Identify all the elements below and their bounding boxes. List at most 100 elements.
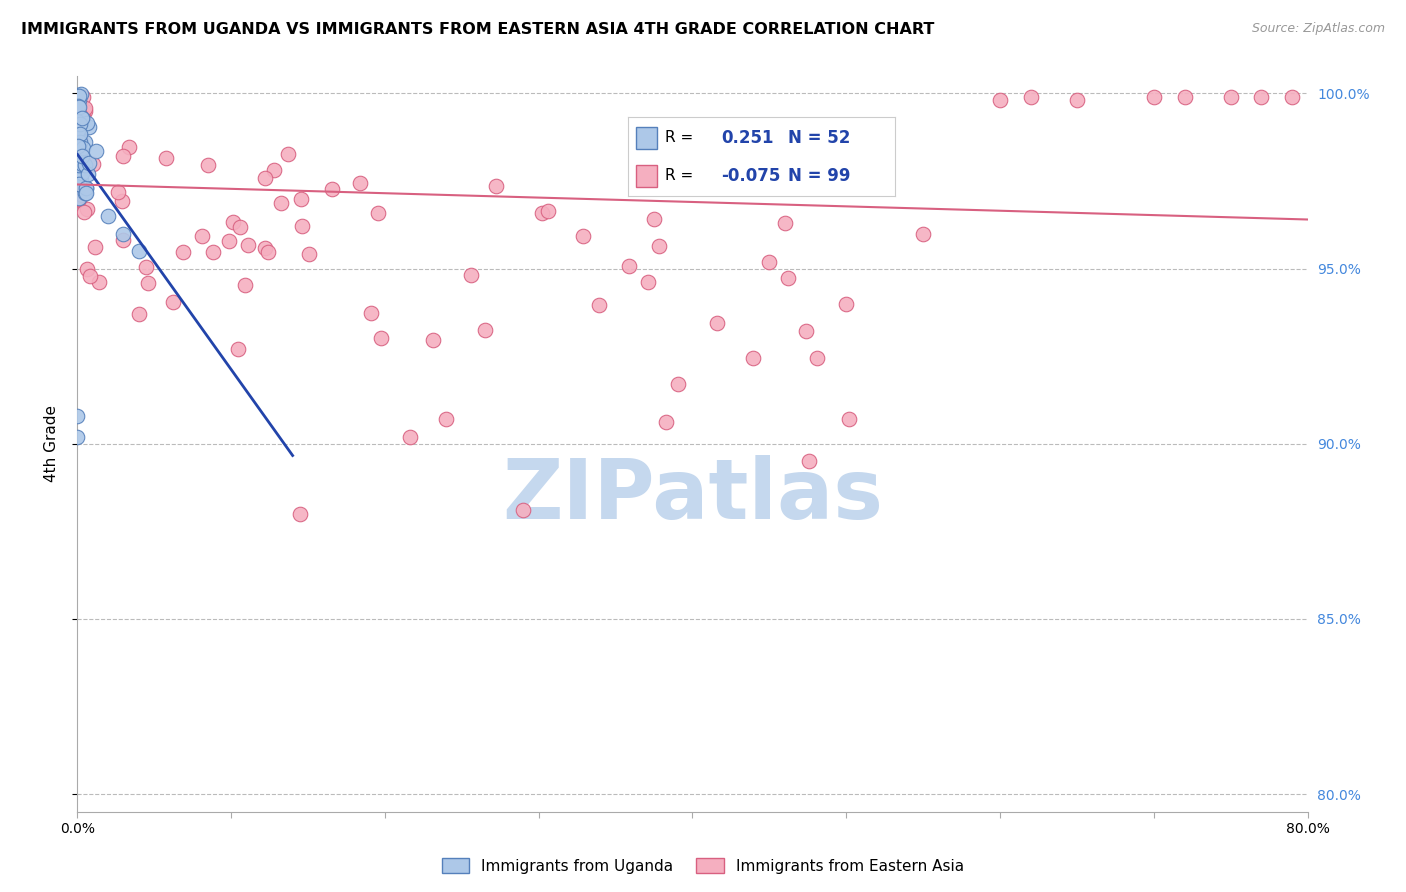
Point <box>84 240 107 254</box>
Point <box>67 122 90 136</box>
Point <box>84 145 107 159</box>
Point <box>321 182 343 196</box>
Point <box>67 141 90 155</box>
Point <box>67 87 90 102</box>
Point <box>128 244 150 258</box>
Point <box>235 277 257 292</box>
Point <box>69 87 91 101</box>
Point <box>66 145 89 160</box>
Point <box>254 241 277 255</box>
Point <box>69 172 91 186</box>
Point <box>172 245 194 260</box>
Point <box>202 245 225 260</box>
Point <box>474 323 496 337</box>
Point <box>69 151 91 165</box>
Point <box>571 229 593 244</box>
Point <box>643 211 665 226</box>
Point <box>370 331 392 345</box>
Point <box>257 244 280 259</box>
Point <box>67 138 90 153</box>
Point <box>226 343 249 357</box>
Point <box>1219 90 1241 104</box>
Point <box>70 161 93 176</box>
Point <box>67 100 90 114</box>
Point <box>349 176 371 190</box>
Point <box>66 158 89 172</box>
Point <box>67 158 90 172</box>
Text: -0.075: -0.075 <box>721 167 780 185</box>
Point <box>66 151 89 165</box>
Point <box>912 227 935 241</box>
Point <box>128 307 150 321</box>
Text: ZIPatlas: ZIPatlas <box>502 455 883 536</box>
Point <box>70 166 93 180</box>
Point <box>75 101 97 115</box>
Point <box>79 269 101 284</box>
Point <box>118 140 141 154</box>
Point <box>66 142 89 156</box>
Point <box>776 271 799 285</box>
Point <box>69 117 91 131</box>
Point <box>197 158 219 172</box>
Point <box>77 156 100 170</box>
Point <box>460 268 482 282</box>
Point <box>1019 90 1042 104</box>
Point <box>399 430 422 444</box>
Point <box>89 275 111 289</box>
Point <box>75 186 97 201</box>
Point <box>66 126 89 140</box>
Point <box>222 215 245 229</box>
Point <box>73 186 96 200</box>
Point <box>135 260 157 275</box>
Point <box>67 88 90 103</box>
Point <box>742 351 765 365</box>
Point <box>66 113 89 128</box>
Point <box>66 129 89 144</box>
Point <box>218 234 240 248</box>
Point <box>97 209 120 223</box>
Point <box>67 99 90 113</box>
Point <box>536 204 558 219</box>
Point <box>1281 90 1303 104</box>
Point <box>360 306 382 320</box>
Text: N = 99: N = 99 <box>789 167 851 185</box>
FancyBboxPatch shape <box>636 165 658 186</box>
Point <box>637 275 659 289</box>
Point <box>277 147 299 161</box>
FancyBboxPatch shape <box>636 127 658 149</box>
Point <box>73 135 96 149</box>
Point <box>70 187 93 202</box>
Point <box>69 142 91 156</box>
Text: R =: R = <box>665 130 693 145</box>
Point <box>270 196 292 211</box>
Text: IMMIGRANTS FROM UGANDA VS IMMIGRANTS FROM EASTERN ASIA 4TH GRADE CORRELATION CHA: IMMIGRANTS FROM UGANDA VS IMMIGRANTS FRO… <box>21 22 935 37</box>
Point <box>773 216 796 230</box>
Point <box>191 228 214 243</box>
Point <box>67 191 90 205</box>
Text: 0.251: 0.251 <box>721 128 773 147</box>
Point <box>298 247 321 261</box>
Point <box>67 146 90 161</box>
Text: R =: R = <box>665 169 693 183</box>
Point <box>835 296 858 310</box>
Point <box>73 204 96 219</box>
Point <box>67 178 90 192</box>
Point <box>67 146 90 161</box>
Point <box>648 239 671 253</box>
Point <box>111 233 134 247</box>
Point <box>73 180 96 194</box>
Text: Source: ZipAtlas.com: Source: ZipAtlas.com <box>1251 22 1385 36</box>
Y-axis label: 4th Grade: 4th Grade <box>44 405 59 483</box>
Point <box>75 158 97 172</box>
Legend: Immigrants from Uganda, Immigrants from Eastern Asia: Immigrants from Uganda, Immigrants from … <box>436 852 970 880</box>
Point <box>69 93 91 107</box>
Point <box>485 178 508 193</box>
Point <box>1066 93 1088 107</box>
Point <box>72 111 94 125</box>
Point <box>588 298 610 312</box>
Point <box>77 120 100 134</box>
Point <box>254 170 277 185</box>
Point <box>69 136 91 151</box>
Text: N = 52: N = 52 <box>789 128 851 147</box>
Point <box>229 220 252 235</box>
